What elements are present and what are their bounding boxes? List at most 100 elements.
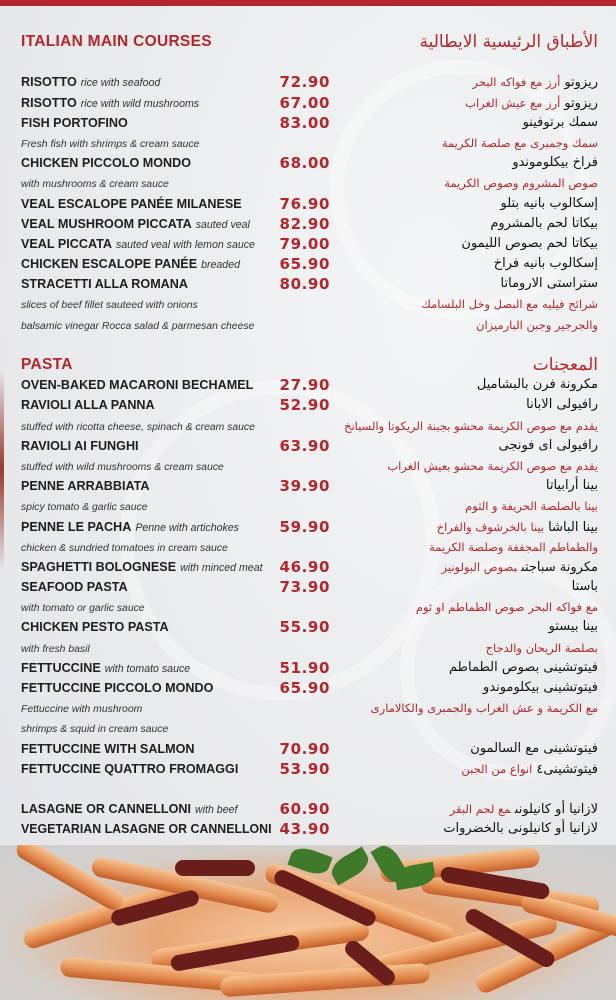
item-detail: with mushrooms & cream sauce [21,179,169,191]
arabic-name: سمك برتوفينو [522,114,598,130]
menu-item: SPAGHETTI BOLOGNESE with minced meat 46.90… [0,557,616,577]
arabic-name: ستراستى الاروماتا [500,276,598,292]
item-price: 65.90 [279,679,330,697]
item-description: with tomato or garlic sauce مع فواكه البح… [0,597,616,617]
section-header: PASTA المعجنات [0,355,616,375]
arabic-name: الأطباق الرئيسية الايطالية [419,32,598,52]
item-detail: rice with seafood [80,77,161,90]
arabic-text: بينا بالصلصة الحريفة و الثوم [465,496,598,517]
arabic-text: باستا [572,577,598,597]
item-detail: shrimps & squid in cream sauce [21,724,169,736]
item-name: FETTUCCINE WITH SALMON [21,741,195,756]
arabic-name: لازانيا أو كانيلونى [514,802,598,818]
english-text: VEAL PICCATA sauted veal with lemon sauce [21,234,255,255]
arabic-text: فيتوتشينى بيكلوموندو [483,678,598,698]
item-detail: with beef [195,804,238,817]
english-text: shrimps & squid in cream sauce [21,718,168,740]
item-detail: sauted veal [195,218,250,231]
english-text: STRACETTI ALLA ROMANA [21,274,188,294]
item-price: 63.90 [279,436,330,455]
arabic-name: ريزوتو [564,95,598,111]
english-text: Fresh fish with shrimps & cream sauce [21,133,199,155]
english-text: with fresh basil [21,638,90,660]
arabic-detail: بصلصة الريحان والدجاج [485,640,598,655]
item-description: balsamic vinegar Rocca salad & parmesan … [0,315,616,335]
menu-item: PENNE LE PACHA Penne with artichokes 59.90… [0,517,616,537]
arabic-text: الأطباق الرئيسية الايطالية [419,32,598,52]
item-price: 79.00 [279,234,330,253]
item-detail: Fettuccine with mushroom [21,704,143,716]
english-text: RAVIOLI ALLA PANNA [21,395,155,415]
item-price: 68.00 [279,154,330,173]
arabic-text: ريزوتوأرز مع فواكه البحر [473,72,598,93]
arabic-text: بيكاتا لحم بالمشروم [490,214,598,234]
item-name: RISOTTO [21,95,77,110]
basil-leaf [327,846,373,886]
pasta-photo [0,845,616,1000]
english-text: VEAL MUSHROOM PICCATA sauted veal [21,214,250,235]
english-text: with mushrooms & cream sauce [21,173,169,195]
menu-item: CHICKEN PICCOLO MONDO 68.00 فراخ بيكلوموند… [0,153,616,173]
item-detail: chicken & sundried tomatoes in cream sau… [21,542,228,554]
menu-item: RISOTTO rice with seafood 72.90 ريزوتوأرز م… [0,72,616,92]
arabic-name: فراخ بيكلوموندو [512,155,598,171]
arabic-detail: صوص المشروم وصوص الكريمة [444,176,598,191]
english-text: PASTA [21,355,73,375]
arabic-text: ستراستى الاروماتا [501,274,598,294]
menu-item: CHICKEN PESTO PASTA 55.90 بينا بيستو [0,617,616,637]
arabic-detail: مع لحم البقر [449,802,511,817]
english-text: RAVIOLI AI FUNGHI [21,436,139,456]
item-name: RAVIOLI ALLA PANNA [21,398,155,413]
spacer [0,335,616,355]
arabic-detail: سمك وجمبرى مع صلصة الكريمة [441,135,598,150]
arabic-text: المعجنات [533,355,598,375]
section-header: ITALIAN MAIN COURSES الأطباق الرئيسية الا… [0,32,616,52]
arabic-detail: مع الكريمة و عش الغراب والجمبرى والكالام… [370,701,598,716]
english-text: FETTUCCINE with tomato sauce [21,658,190,679]
item-price: 43.90 [279,820,330,839]
arabic-detail: والجرجير وجبن البارميزان [476,317,598,332]
arabic-text: بينا أرابياتا [546,476,598,496]
spacer [0,52,616,72]
item-price: 80.90 [279,275,330,294]
item-description: chicken & sundried tomatoes in cream sau… [0,537,616,557]
item-name: FETTUCCINE PICCOLO MONDO [21,681,214,695]
item-detail: Fresh fish with shrimps & cream sauce [21,138,200,150]
arabic-name: فيتوتشينى بيكلوموندو [483,680,598,695]
item-name: SEAFOOD PASTA [21,580,128,595]
arabic-text: صوص المشروم وصوص الكريمة [444,173,598,194]
arabic-name: ريزوتو [564,75,598,91]
item-price: 59.90 [279,517,330,536]
arabic-text: رافيولى اى فونجى [499,436,598,456]
menu-item: RAVIOLI ALLA PANNA 52.90 رافيولى الابانا [0,395,616,415]
english-text: OVEN-BAKED MACARONI BECHAMEL [21,375,253,395]
item-description: with fresh basil بصلصة الريحان والدجاج [0,638,616,658]
item-name: FETTUCCINE QUATTRO FROMAGGI [21,761,239,776]
english-text: FETTUCCINE PICCOLO MONDO [21,678,213,698]
item-detail: stuffed with wild mushrooms & cream sauc… [21,461,224,473]
arabic-name: مكرونة فرن بالبشاميل [476,377,598,393]
item-price: 82.90 [279,214,330,233]
arabic-name: فيتوتشينى مع السالمون [470,740,598,756]
english-text: chicken & sundried tomatoes in cream sau… [21,537,228,559]
item-price: 70.90 [279,739,330,758]
item-name: ITALIAN MAIN COURSES [21,33,212,50]
arabic-text: يقدم مع صوص الكريمة محشو بعيش الغراب [387,456,598,477]
item-name: CHICKEN PICCOLO MONDO [21,156,192,171]
item-name: RAVIOLI AI FUNGHI [21,438,139,453]
english-text: FETTUCCINE QUATTRO FROMAGGI [21,759,238,779]
item-price: 27.90 [279,376,330,395]
arabic-detail: أرز مع فواكه البحر [472,75,561,90]
arabic-detail: أرز مع عيش الغراب [465,95,561,110]
english-text: with tomato or garlic sauce [21,597,145,619]
item-detail: breaded [201,259,240,272]
item-name: VEAL MUSHROOM PICCATA [21,216,192,231]
item-description: stuffed with wild mushrooms & cream sauc… [0,456,616,476]
item-detail: slices of beef fillet sauteed with onion… [21,300,198,312]
item-name: PENNE LE PACHA [21,519,132,534]
english-text: ITALIAN MAIN COURSES [21,32,212,52]
menu-item: RAVIOLI AI FUNGHI 63.90 رافيولى اى فونجى [0,436,616,456]
arabic-name: فيتوتشينى بصوص الطماطم [449,659,598,675]
menu-item: VEAL MUSHROOM PICCATA sauted veal 82.90 بيك… [0,214,616,234]
